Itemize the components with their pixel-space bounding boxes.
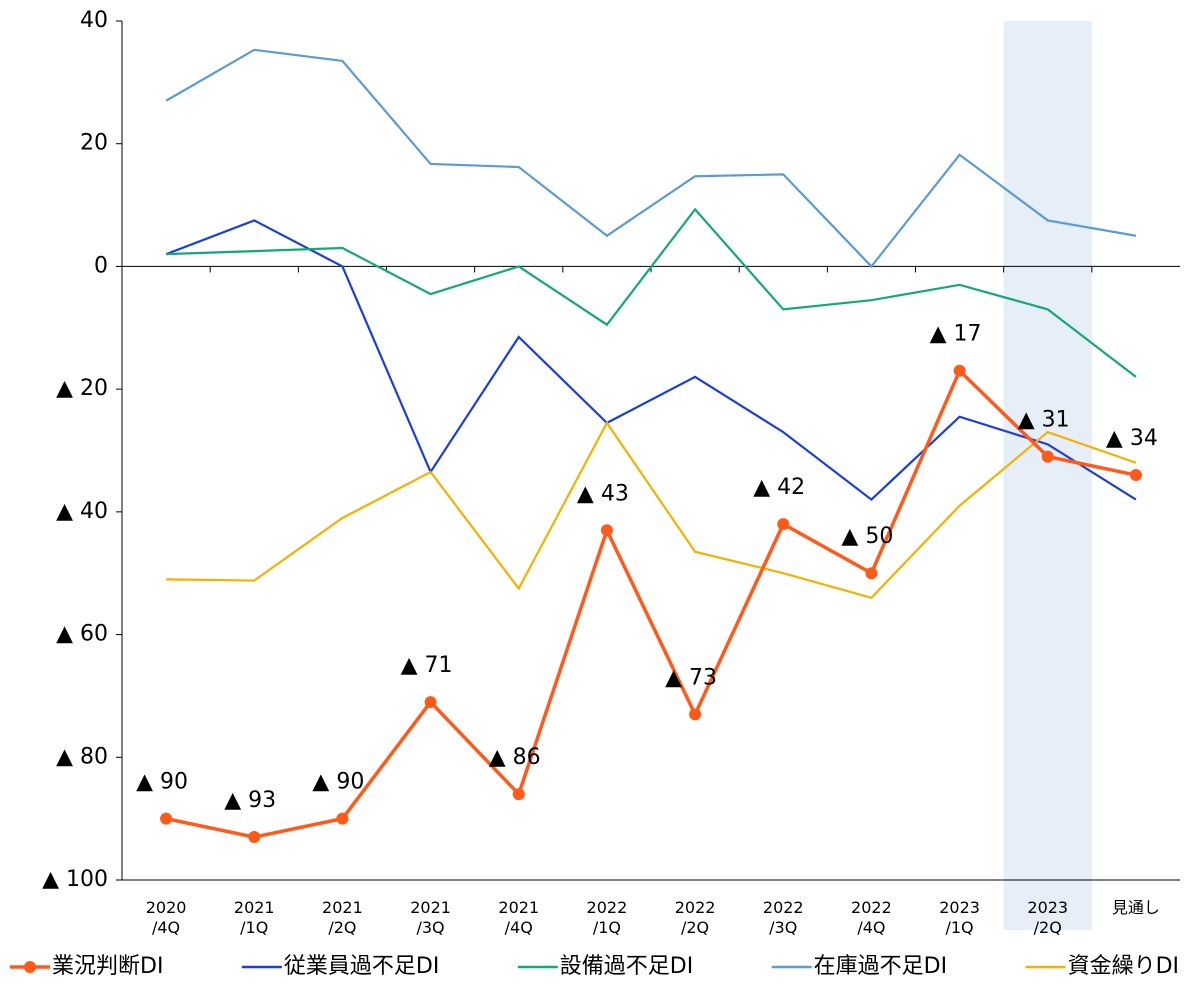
y-tick-label: 0 <box>94 253 108 278</box>
y-tick-label: ▲ 60 <box>56 622 108 647</box>
data-label: ▲ 90 <box>136 770 188 795</box>
series-marker <box>336 812 349 825</box>
legend-marker <box>24 961 36 973</box>
data-label: ▲ 86 <box>489 745 541 770</box>
series-marker <box>953 364 966 377</box>
y-tick-label: 40 <box>80 8 108 33</box>
data-label: ▲ 73 <box>665 665 717 690</box>
x-tick-label: 2020 /4Q <box>145 898 187 937</box>
x-tick-label: 2021 /2Q <box>322 898 363 937</box>
x-tick-label: 2021 /1Q <box>233 898 275 937</box>
series-line <box>165 367 1137 839</box>
data-label: ▲ 71 <box>401 653 453 678</box>
data-label: ▲ 90 <box>312 770 364 795</box>
legend-label: 従業員過不足DI <box>284 954 439 979</box>
legend-label: 在庫過不足DI <box>814 954 947 979</box>
x-tick-label: 2021 /4Q <box>498 898 540 937</box>
data-label: ▲ 42 <box>753 475 805 500</box>
highlight-band <box>1003 21 1092 930</box>
y-tick-label: ▲ 20 <box>56 376 108 401</box>
x-tick-label: 2022 /1Q <box>586 898 628 937</box>
data-label: ▲ 31 <box>1018 408 1070 433</box>
series-line <box>165 48 1137 269</box>
legend-label: 業況判断DI <box>52 954 163 979</box>
y-tick-label: 20 <box>80 131 108 156</box>
series-marker <box>777 518 790 531</box>
y-tick-label: ▲ 100 <box>42 867 108 892</box>
x-tick-label: 2022 /4Q <box>851 898 892 937</box>
x-tick-label: 2022 /3Q <box>762 898 804 937</box>
series-marker <box>424 696 437 709</box>
series-marker <box>600 524 613 537</box>
series-line <box>165 219 1137 502</box>
series-marker <box>248 831 261 844</box>
series-marker <box>160 812 173 825</box>
legend-label: 資金繰りDI <box>1068 954 1179 979</box>
data-label: ▲ 34 <box>1106 426 1158 451</box>
legend-label: 設備過不足DI <box>560 954 693 979</box>
series-line <box>166 207 1137 378</box>
data-label: ▲ 93 <box>224 788 276 813</box>
data-label: ▲ 50 <box>841 524 893 549</box>
y-tick-label: ▲ 80 <box>56 744 108 769</box>
legend-item: 業況判断DI <box>10 954 163 979</box>
y-tick-label: ▲ 40 <box>56 499 108 524</box>
series-marker <box>865 567 878 580</box>
data-label: ▲ 43 <box>577 481 629 506</box>
series-line <box>166 420 1137 599</box>
x-tick-label: 2023 /1Q <box>939 898 980 937</box>
legend-item: 在庫過不足DI <box>771 954 947 979</box>
legend-item: 従業員過不足DI <box>241 954 439 979</box>
series-marker <box>1041 450 1054 463</box>
data-label: ▲ 17 <box>930 322 982 347</box>
x-tick-label: 見通し <box>1111 898 1160 917</box>
x-tick-label: 2022 /2Q <box>674 898 716 937</box>
series-marker <box>1129 469 1142 482</box>
series-marker <box>512 788 525 801</box>
x-tick-label: 2021 /3Q <box>410 898 451 937</box>
legend-item: 資金繰りDI <box>1025 954 1179 979</box>
x-tick-label: 2023 /2Q <box>1027 898 1069 937</box>
series-marker <box>689 708 702 721</box>
legend-item: 設備過不足DI <box>517 954 693 979</box>
